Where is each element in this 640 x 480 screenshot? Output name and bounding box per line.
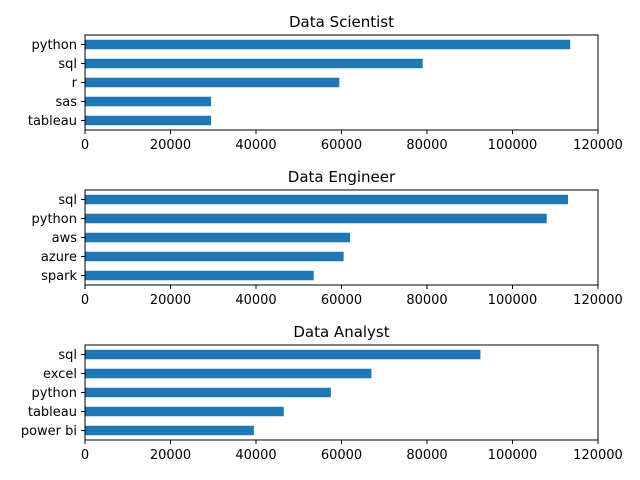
bar-aws bbox=[85, 232, 351, 243]
bar-power-bi bbox=[85, 425, 254, 436]
panel-data-analyst: Data Analyst sql excel python tableau power … bbox=[21, 323, 623, 463]
bar-sas bbox=[85, 96, 212, 107]
x-tick-label: 20000 bbox=[150, 448, 191, 463]
x-tick-label: 80000 bbox=[406, 293, 447, 308]
bar-azure bbox=[85, 251, 344, 262]
axes-frame bbox=[84, 34, 599, 131]
y-tick-label: r bbox=[72, 76, 78, 91]
bar-r bbox=[85, 77, 340, 88]
axes-frame bbox=[84, 344, 599, 441]
x-tick-label: 100000 bbox=[488, 138, 538, 153]
y-tick-label: python bbox=[32, 38, 77, 53]
x-tick-label: 80000 bbox=[406, 138, 447, 153]
bar-python bbox=[85, 213, 547, 224]
panel-title: Data Engineer bbox=[288, 168, 396, 186]
bar-python bbox=[85, 387, 331, 398]
panel-title: Data Analyst bbox=[293, 323, 389, 341]
x-tick-label: 120000 bbox=[573, 138, 623, 153]
x-tick-label: 40000 bbox=[235, 448, 276, 463]
y-tick-label: spark bbox=[41, 269, 77, 284]
y-tick-label: excel bbox=[43, 367, 77, 382]
x-tick-label: 80000 bbox=[406, 448, 447, 463]
x-tick-label: 40000 bbox=[235, 293, 276, 308]
y-tick-label: azure bbox=[41, 250, 77, 265]
x-tick-label: 120000 bbox=[573, 448, 623, 463]
x-tick-label: 0 bbox=[81, 448, 89, 463]
panel-data-engineer: Data Engineer sql python aws azure spark 0 200… bbox=[32, 168, 623, 308]
x-tick-label: 100000 bbox=[488, 448, 538, 463]
bar-tableau bbox=[85, 406, 284, 417]
bar-excel bbox=[85, 368, 372, 379]
x-tick-label: 0 bbox=[81, 293, 89, 308]
x-tick-label: 20000 bbox=[150, 293, 191, 308]
y-tick-label: sql bbox=[58, 57, 77, 72]
x-tick-label: 40000 bbox=[235, 138, 276, 153]
y-tick-label: power bi bbox=[21, 424, 77, 439]
x-tick-label: 60000 bbox=[321, 448, 362, 463]
bar-sql bbox=[85, 194, 569, 205]
x-tick-label: 0 bbox=[81, 138, 89, 153]
y-tick-label: python bbox=[32, 386, 77, 401]
x-tick-label: 20000 bbox=[150, 138, 191, 153]
panel-title: Data Scientist bbox=[289, 13, 394, 31]
y-tick-label: tableau bbox=[28, 114, 77, 129]
y-tick-label: aws bbox=[52, 231, 78, 246]
y-tick-label: sql bbox=[58, 348, 77, 363]
y-tick-label: sas bbox=[55, 95, 77, 110]
panel-data-scientist: Data Scientist python sql r sas tableau 0 2000… bbox=[28, 13, 623, 153]
bar-sql bbox=[85, 58, 423, 69]
bar-spark bbox=[85, 270, 314, 281]
y-tick-label: python bbox=[32, 212, 77, 227]
axes-frame bbox=[84, 189, 599, 286]
x-tick-label: 60000 bbox=[321, 138, 362, 153]
x-tick-label: 120000 bbox=[573, 293, 623, 308]
x-tick-label: 100000 bbox=[488, 293, 538, 308]
y-tick-label: sql bbox=[58, 193, 77, 208]
bar-python bbox=[85, 39, 571, 50]
y-tick-label: tableau bbox=[28, 405, 77, 420]
bar-tableau bbox=[85, 115, 212, 126]
bar-sql bbox=[85, 349, 481, 360]
x-tick-label: 60000 bbox=[321, 293, 362, 308]
